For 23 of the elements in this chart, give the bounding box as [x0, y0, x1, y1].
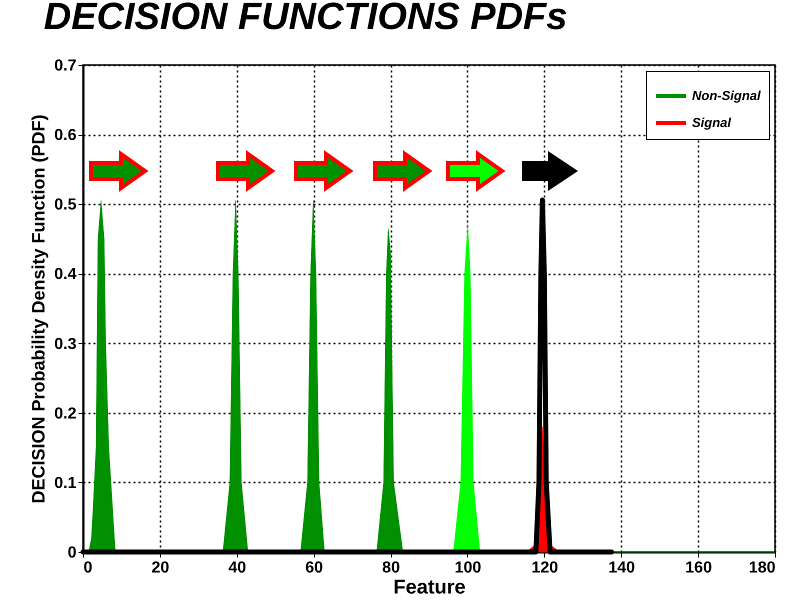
y-tick-label: 0.4 [54, 266, 77, 284]
x-tick-label: 140 [608, 560, 636, 576]
y-tick-label: 0.7 [54, 58, 77, 74]
x-tick-label: 180 [748, 560, 776, 576]
y-tick-label: 0 [68, 544, 77, 562]
x-tick-label: 40 [228, 560, 246, 576]
legend-label: Signal [692, 115, 732, 130]
y-axis-title: DECISION Probability Density Function (PDF) [28, 114, 48, 504]
x-axis-title: Feature [393, 576, 466, 598]
x-tick-label: 120 [531, 560, 558, 576]
x-tick-label: 20 [151, 560, 170, 576]
y-tick-label: 0.3 [54, 336, 77, 353]
y-tick-label: 0.5 [54, 196, 77, 214]
x-tick-label: 80 [382, 560, 400, 576]
x-tick-label: 100 [454, 560, 482, 576]
y-tick-label: 0.2 [54, 405, 77, 422]
x-tick-label: 160 [685, 560, 712, 576]
x-tick-label: 0 [84, 560, 92, 576]
chart-title: DECISION FUNCTIONS PDFs [44, 0, 568, 38]
legend-label: Non-Signal [692, 88, 761, 103]
y-tick-label: 0.6 [54, 127, 77, 144]
y-tick-label: 0.1 [54, 474, 77, 492]
x-tick-label: 60 [305, 560, 324, 576]
